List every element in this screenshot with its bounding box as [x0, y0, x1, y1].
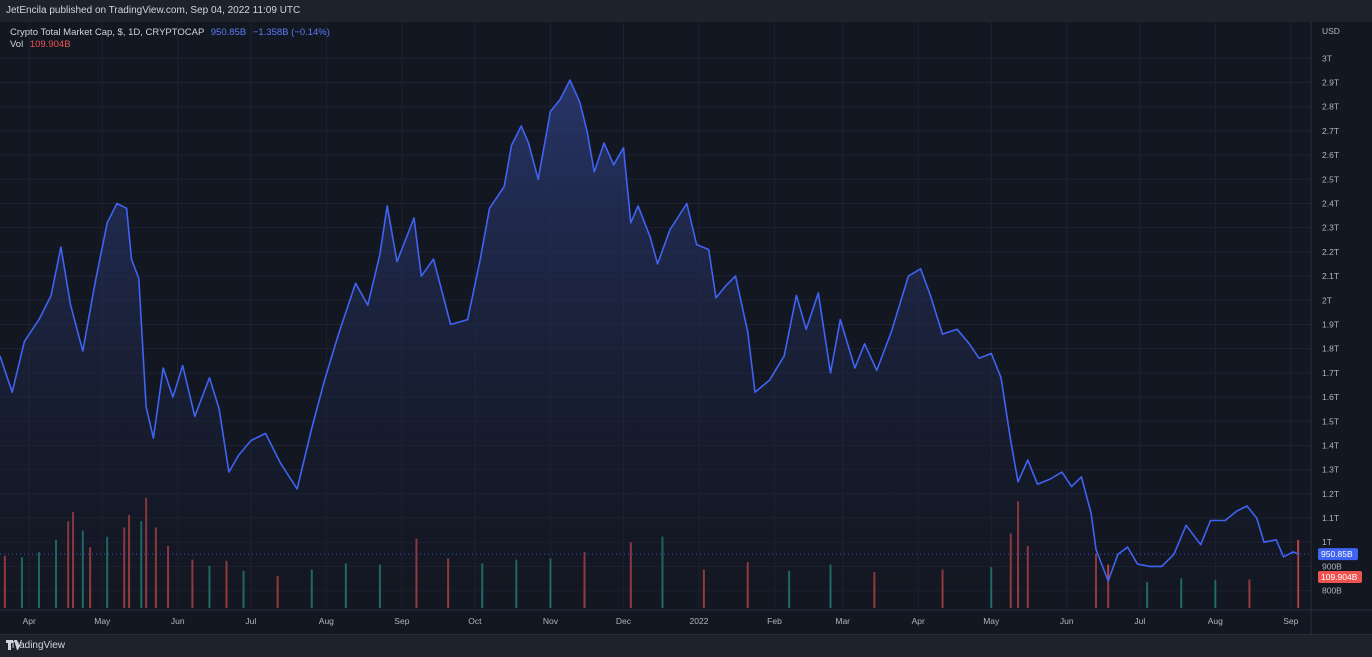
- publish-header: JetEncila published on TradingView.com, …: [0, 0, 1372, 23]
- x-tick-label: 2022: [690, 616, 709, 626]
- x-tick-label: Dec: [616, 616, 632, 626]
- y-tick-label: 1.6T: [1322, 392, 1339, 402]
- x-tick-label: Nov: [543, 616, 559, 626]
- publish-info: JetEncila published on TradingView.com, …: [6, 5, 301, 16]
- y-tick-label: 800B: [1322, 586, 1342, 596]
- x-tick-label: Aug: [1208, 616, 1223, 626]
- x-tick-label: Oct: [468, 616, 482, 626]
- currency-label: USD: [1322, 26, 1340, 36]
- x-tick-label: Jun: [171, 616, 185, 626]
- symbol-title[interactable]: Crypto Total Market Cap, $, 1D, CRYPTOCA…: [10, 27, 205, 38]
- last-price-tag-label: 950.85B: [1321, 549, 1353, 559]
- y-tick-label: 1.1T: [1322, 513, 1339, 523]
- y-tick-label: 2.7T: [1322, 126, 1339, 136]
- y-tick-label: 1.7T: [1322, 368, 1339, 378]
- volume-tag-label: 109.904B: [1321, 572, 1358, 582]
- footer-bar: TradingView: [0, 634, 1372, 657]
- change-value: −1.358B (−0.14%): [252, 27, 330, 38]
- y-tick-label: 1.3T: [1322, 465, 1339, 475]
- x-tick-label: Jun: [1060, 616, 1074, 626]
- y-tick-label: 2.6T: [1322, 150, 1339, 160]
- brand-name: TradingView: [10, 640, 66, 651]
- x-tick-label: Feb: [767, 616, 782, 626]
- y-tick-label: 2.9T: [1322, 77, 1339, 87]
- chart-legend: Crypto Total Market Cap, $, 1D, CRYPTOCA…: [10, 27, 330, 51]
- volume-value: 109.904B: [29, 39, 71, 50]
- y-tick-label: 1T: [1322, 537, 1332, 547]
- y-tick-label: 1.8T: [1322, 344, 1339, 354]
- y-tick-label: 2.8T: [1322, 102, 1339, 112]
- x-tick-label: Jul: [1134, 616, 1145, 626]
- y-tick-label: 2.3T: [1322, 223, 1339, 233]
- x-tick-label: Sep: [1283, 616, 1298, 626]
- x-tick-label: Sep: [394, 616, 409, 626]
- y-tick-label: 2.2T: [1322, 247, 1339, 257]
- y-tick-label: 2.1T: [1322, 271, 1339, 281]
- y-tick-label: 3T: [1322, 53, 1332, 63]
- last-value: 950.85B: [210, 27, 247, 38]
- volume-bar: [1297, 539, 1300, 608]
- price-area: [0, 80, 1299, 611]
- x-tick-label: Mar: [835, 616, 850, 626]
- y-tick-label: 1.4T: [1322, 440, 1339, 450]
- x-tick-label: Apr: [23, 616, 36, 626]
- y-tick-label: 1.2T: [1322, 489, 1339, 499]
- price-chart[interactable]: USD 3T 2.9T 2.8T 2.7T 2.6T 2.5T 2.4T 2.3T 2.2T 2.1…: [0, 22, 1372, 634]
- volume-tag: [1318, 571, 1362, 583]
- y-tick-label: 2.5T: [1322, 174, 1339, 184]
- x-tick-label: May: [94, 616, 111, 626]
- y-tick-label: 2T: [1322, 295, 1332, 305]
- x-tick-label: Jul: [245, 616, 256, 626]
- x-tick-label: May: [983, 616, 1000, 626]
- tradingview-brand[interactable]: TradingView: [6, 640, 65, 651]
- chart-panel[interactable]: USD 3T 2.9T 2.8T 2.7T 2.6T 2.5T 2.4T 2.3T 2.2T 2.1…: [0, 22, 1372, 634]
- last-price-tag: [1318, 548, 1358, 561]
- price-line[interactable]: [0, 79, 1299, 582]
- y-tick-label: 1.9T: [1322, 319, 1339, 329]
- volume-label[interactable]: Vol: [10, 39, 24, 50]
- x-tick-label: Apr: [912, 616, 925, 626]
- y-tick-label: 1.5T: [1322, 416, 1339, 426]
- x-tick-label: Aug: [319, 616, 334, 626]
- y-tick-label: 900B: [1322, 561, 1342, 571]
- y-tick-label: 2.4T: [1322, 198, 1339, 208]
